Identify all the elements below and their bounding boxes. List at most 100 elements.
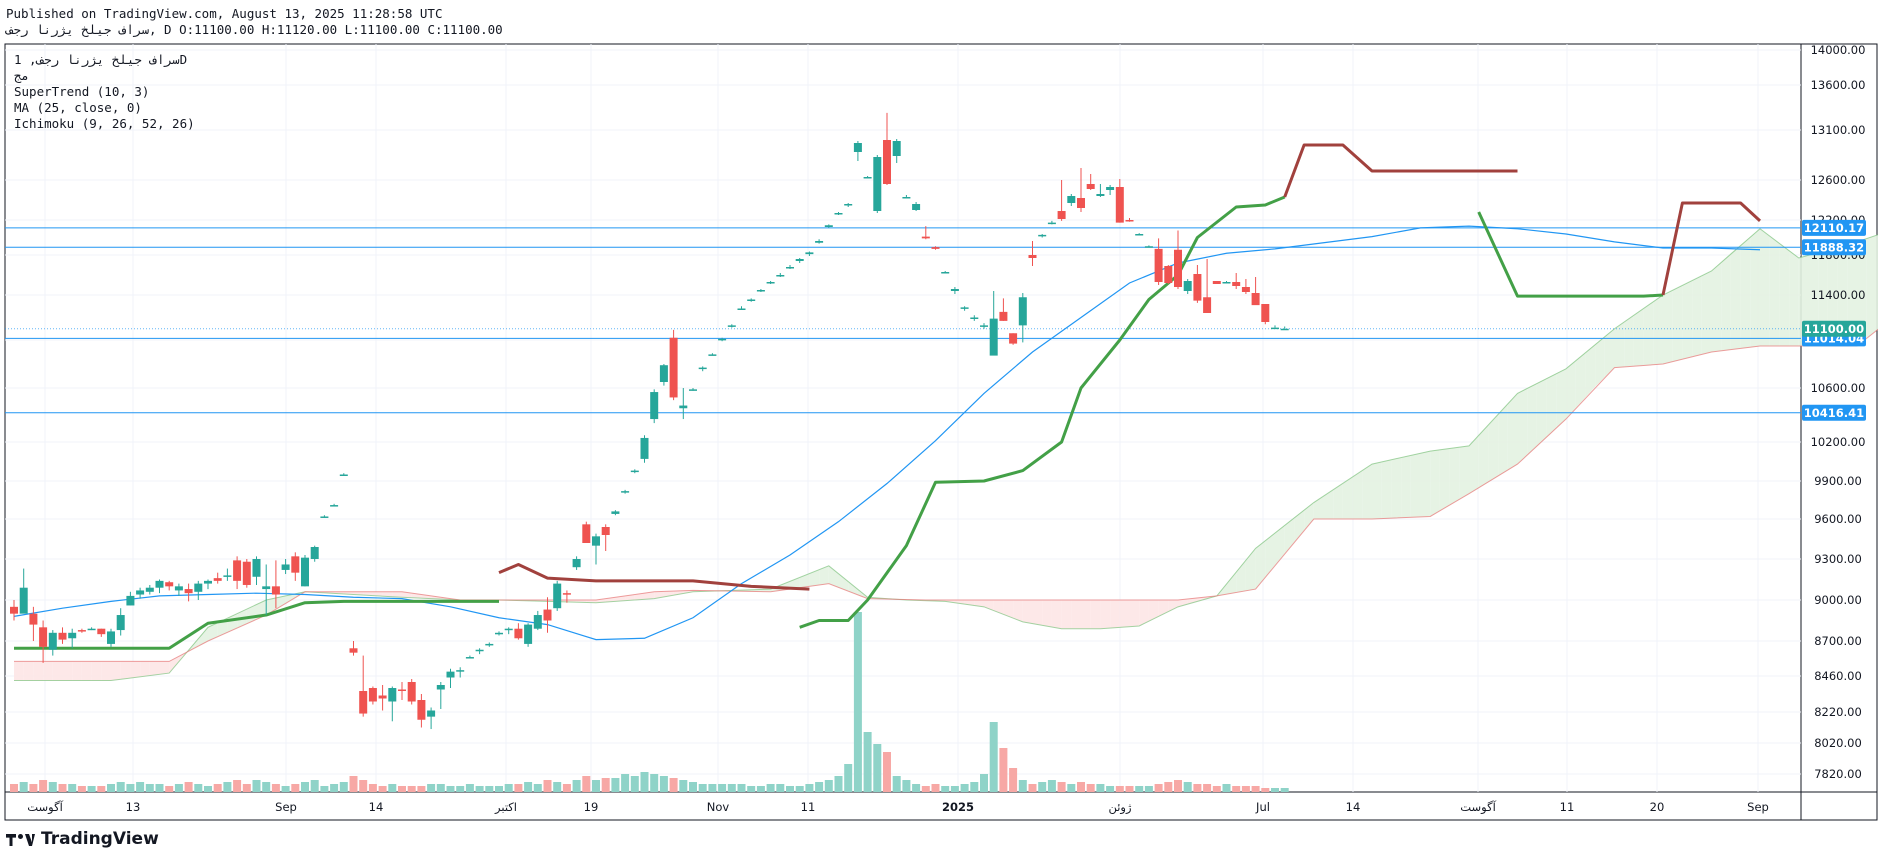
cloud-segment bbox=[1391, 457, 1402, 519]
candle-body bbox=[446, 671, 455, 678]
time-tick-label: Nov bbox=[707, 800, 730, 814]
volume-bar bbox=[155, 784, 164, 792]
candle-body bbox=[834, 213, 843, 215]
legend-supertrend[interactable]: SuperTrend (10, 3) bbox=[14, 84, 150, 99]
volume-bar bbox=[524, 782, 533, 792]
candle-body bbox=[97, 628, 106, 635]
volume-bar bbox=[931, 784, 940, 792]
candle-body bbox=[136, 590, 145, 595]
cloud-segment bbox=[1420, 451, 1431, 517]
time-axis: آگوست 13 Sep 14 اکتبر 19 Nov 11 2025 ژوئن Jul 14 آگو… bbox=[27, 800, 1769, 815]
candle-body bbox=[1174, 249, 1182, 287]
cloud-segment bbox=[285, 593, 296, 604]
volume-bar bbox=[48, 782, 57, 792]
price-tick-label: 7820.00 bbox=[1814, 767, 1862, 781]
cloud-segment bbox=[72, 661, 82, 681]
legend-ma[interactable]: MA (25, close, 0) bbox=[14, 100, 142, 115]
volume-bar bbox=[989, 722, 998, 792]
candle-body bbox=[970, 317, 979, 319]
brand-name: TradingView bbox=[41, 829, 159, 849]
cloud-segment bbox=[1110, 600, 1120, 629]
cloud-segment bbox=[1507, 393, 1518, 471]
last-price-tag-bg bbox=[1802, 320, 1866, 337]
cloud-segment bbox=[1517, 388, 1528, 465]
candle-body bbox=[543, 609, 552, 621]
volume-bar bbox=[446, 786, 455, 792]
cloud-segment bbox=[644, 591, 655, 600]
volume-bar bbox=[592, 780, 600, 792]
candle-body bbox=[310, 547, 319, 559]
volume-bar bbox=[68, 784, 77, 792]
candle-body bbox=[1183, 281, 1192, 291]
volume-bar bbox=[737, 784, 746, 792]
volume-bar bbox=[1086, 784, 1095, 792]
candle-body bbox=[931, 247, 940, 249]
volume-bar bbox=[39, 780, 48, 792]
volume-bar bbox=[543, 780, 552, 792]
volume-bar bbox=[213, 784, 222, 792]
cloud-segment bbox=[1226, 571, 1237, 595]
volume-bar bbox=[786, 786, 794, 792]
cloud-segment bbox=[1042, 600, 1052, 627]
volume-bar bbox=[1203, 784, 1212, 792]
cloud-segment bbox=[372, 591, 383, 597]
price-tick-label: 10600.00 bbox=[1811, 381, 1866, 395]
volume-bar bbox=[572, 780, 581, 792]
header: Published on TradingView.com, August 13,… bbox=[6, 6, 503, 38]
cloud-segment bbox=[1410, 453, 1421, 518]
candle-body bbox=[708, 354, 717, 356]
cloud-segment bbox=[1139, 600, 1149, 626]
cloud-segment bbox=[1265, 532, 1275, 578]
volume-bar bbox=[514, 784, 523, 792]
cloud-segment bbox=[1081, 600, 1091, 629]
volume-bar bbox=[1222, 784, 1231, 792]
cloud-segment bbox=[81, 661, 92, 681]
cloud-segment bbox=[1837, 244, 1848, 346]
tradingview-logo[interactable]: TradingView bbox=[6, 829, 159, 849]
volume-bar bbox=[921, 786, 930, 792]
candle-body bbox=[562, 593, 571, 595]
volume-bar bbox=[427, 784, 436, 792]
legend-symbol[interactable]: سراف جیلخ یژرنا رجف, 1D bbox=[14, 52, 188, 67]
cloud-segment bbox=[809, 569, 820, 587]
candle-body bbox=[689, 389, 697, 391]
horizontal-levels bbox=[5, 227, 1801, 414]
volume-bar bbox=[281, 786, 290, 792]
cloud-segment bbox=[1663, 290, 1673, 364]
volume-bar bbox=[756, 786, 765, 792]
cloud-segment bbox=[1682, 280, 1693, 360]
cloud-segment bbox=[14, 661, 24, 681]
candle-body bbox=[1086, 184, 1095, 189]
volume-bar bbox=[291, 784, 300, 792]
candle-body bbox=[514, 628, 523, 639]
cloud-segment bbox=[43, 661, 53, 681]
legend-ichimoku[interactable]: Ichimoku (9, 26, 52, 26) bbox=[14, 116, 195, 131]
volume-bar bbox=[194, 784, 203, 792]
candle-body bbox=[495, 632, 503, 635]
candle-body bbox=[815, 241, 824, 243]
volume-bar bbox=[301, 782, 309, 792]
candle-body bbox=[999, 311, 1008, 321]
time-tick-label: آگوست bbox=[27, 800, 63, 815]
cloud-segment bbox=[828, 565, 839, 588]
volume-bar bbox=[456, 786, 465, 792]
candle-body bbox=[1009, 333, 1018, 344]
ichimoku-span-a bbox=[14, 228, 1878, 681]
volume-bar bbox=[1009, 768, 1018, 792]
volume-bar bbox=[582, 776, 591, 792]
volume-bar bbox=[853, 612, 862, 792]
candle-body bbox=[621, 491, 630, 493]
cloud-segment bbox=[382, 591, 393, 597]
volume-bar bbox=[815, 782, 824, 792]
candle-body bbox=[48, 632, 57, 650]
cloud-segment bbox=[1022, 600, 1033, 624]
candle-body bbox=[242, 561, 251, 585]
cloud-segment bbox=[1333, 483, 1343, 519]
volume-bar bbox=[941, 786, 950, 792]
cloud-segment bbox=[1701, 271, 1712, 355]
price-level-tag: 10416.41 bbox=[1804, 406, 1864, 420]
volume-bar bbox=[1261, 788, 1270, 792]
candle-body bbox=[824, 225, 833, 227]
cloud-segment bbox=[634, 593, 645, 600]
